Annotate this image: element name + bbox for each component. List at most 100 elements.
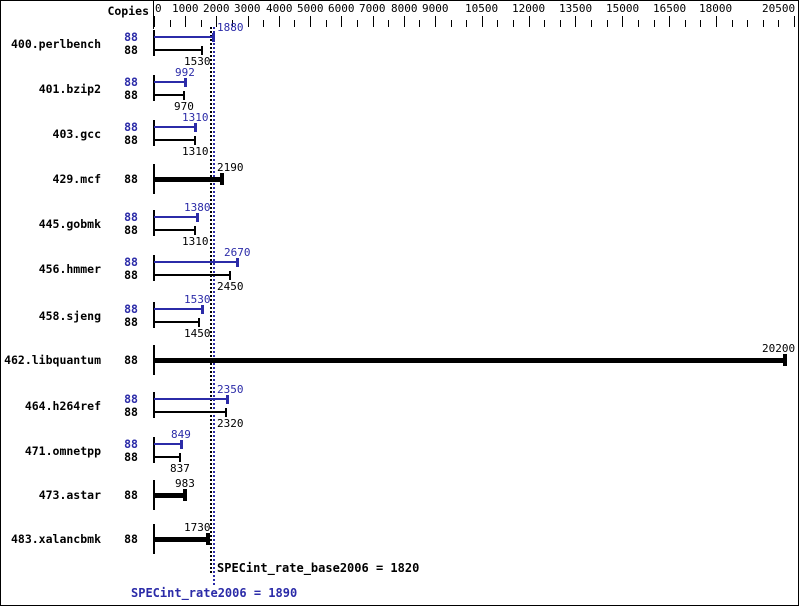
bar-end-cap bbox=[184, 78, 187, 87]
bar-end-cap bbox=[183, 91, 185, 100]
base-bar bbox=[154, 229, 195, 231]
x-axis-major-tick bbox=[373, 16, 374, 27]
bar-baseline bbox=[153, 392, 155, 418]
benchmark-label: 471.omnetpp bbox=[24, 444, 101, 458]
x-axis-tick-label: 15000 bbox=[606, 2, 640, 15]
x-axis-minor-tick bbox=[451, 20, 452, 27]
base-value-label: 970 bbox=[174, 100, 194, 113]
bar-end-cap bbox=[229, 271, 231, 280]
x-axis-tick-label: 0 bbox=[155, 2, 162, 15]
copies-value: 88 bbox=[124, 450, 138, 464]
copies-value: 88 bbox=[124, 353, 138, 367]
copies-value: 88 bbox=[124, 223, 138, 237]
bar-end-cap bbox=[201, 46, 203, 55]
copies-value: 88 bbox=[124, 75, 138, 89]
bold-value-label: 20200 bbox=[762, 342, 796, 355]
bar-baseline bbox=[153, 302, 155, 328]
peak-value-label: 992 bbox=[175, 66, 195, 79]
x-axis-minor-tick bbox=[700, 20, 701, 27]
x-axis-minor-tick bbox=[685, 20, 686, 27]
base-bar bbox=[154, 94, 184, 96]
peak-value-label: 1310 bbox=[182, 111, 209, 124]
bold-bar bbox=[154, 493, 185, 498]
x-axis-major-tick bbox=[341, 16, 342, 27]
base-bar bbox=[154, 456, 180, 458]
base-bar bbox=[154, 139, 195, 141]
x-axis-minor-tick bbox=[638, 20, 639, 27]
x-axis-tick-label: 4000 bbox=[266, 2, 293, 15]
copies-value: 88 bbox=[124, 392, 138, 406]
x-axis-major-tick bbox=[794, 16, 795, 27]
x-axis-tick-label: 8000 bbox=[391, 2, 418, 15]
bar-end-cap bbox=[206, 533, 210, 545]
peak-bar bbox=[154, 443, 181, 445]
base-value-label: 2320 bbox=[217, 417, 244, 430]
peak-value-label: 1380 bbox=[184, 201, 211, 214]
x-axis-tick-label: 1000 bbox=[172, 2, 199, 15]
x-axis-major-tick bbox=[404, 16, 405, 27]
x-axis-major-tick bbox=[482, 16, 483, 27]
bold-value-label: 1730 bbox=[184, 521, 211, 534]
base-value-label: 2450 bbox=[217, 280, 244, 293]
bar-end-cap bbox=[194, 226, 196, 235]
x-axis-minor-tick bbox=[357, 20, 358, 27]
bold-bar bbox=[154, 358, 785, 363]
x-axis-tick-label: 9000 bbox=[422, 2, 449, 15]
x-axis-minor-tick bbox=[763, 20, 764, 27]
bar-end-cap bbox=[212, 33, 215, 42]
x-axis-major-tick bbox=[216, 16, 217, 27]
x-axis-tick-label: 3000 bbox=[234, 2, 261, 15]
x-axis-major-tick bbox=[435, 16, 436, 27]
base-value-label: 1450 bbox=[184, 327, 211, 340]
x-axis-minor-tick bbox=[294, 20, 295, 27]
copies-value: 88 bbox=[124, 405, 138, 419]
x-axis-minor-tick bbox=[747, 20, 748, 27]
bar-baseline bbox=[153, 30, 155, 56]
benchmark-label: 456.hmmer bbox=[38, 262, 101, 276]
peak-bar bbox=[154, 308, 202, 310]
benchmark-label: 483.xalancbmk bbox=[10, 532, 101, 546]
peak-bar bbox=[154, 81, 185, 83]
benchmark-label: 464.h264ref bbox=[24, 399, 101, 413]
x-axis-minor-tick bbox=[201, 20, 202, 27]
bar-end-cap bbox=[226, 395, 229, 404]
axis-left-boundary-line bbox=[153, 1, 154, 29]
x-axis-tick-label: 6000 bbox=[328, 2, 355, 15]
x-axis-minor-tick bbox=[732, 20, 733, 27]
peak-reference-line bbox=[213, 27, 215, 585]
base-bar bbox=[154, 274, 230, 276]
x-axis-tick-label: 7000 bbox=[359, 2, 386, 15]
base-value-label: 1310 bbox=[182, 145, 209, 158]
base-bar bbox=[154, 49, 202, 51]
copies-value: 88 bbox=[124, 437, 138, 451]
x-axis-major-tick bbox=[622, 16, 623, 27]
bar-end-cap bbox=[236, 258, 239, 267]
x-axis-major-tick bbox=[575, 16, 576, 27]
copies-column-header: Copies bbox=[107, 4, 149, 18]
peak-bar bbox=[154, 398, 227, 400]
bar-end-cap bbox=[179, 453, 181, 462]
x-axis-major-tick bbox=[669, 16, 670, 27]
base-value-label: 1530 bbox=[184, 55, 211, 68]
base-reference-line bbox=[210, 27, 212, 575]
x-axis-minor-tick bbox=[326, 20, 327, 27]
copies-value: 88 bbox=[124, 120, 138, 134]
copies-value: 88 bbox=[124, 268, 138, 282]
copies-value: 88 bbox=[124, 172, 138, 186]
bold-bar bbox=[154, 177, 222, 182]
x-axis-minor-tick bbox=[778, 20, 779, 27]
bar-baseline bbox=[153, 120, 155, 146]
bar-end-cap bbox=[198, 318, 200, 327]
copies-value: 88 bbox=[124, 302, 138, 316]
x-axis-minor-tick bbox=[170, 20, 171, 27]
x-axis-tick-label: 2000 bbox=[203, 2, 230, 15]
x-axis-tick-label: 10500 bbox=[465, 2, 499, 15]
benchmark-label: 462.libquantum bbox=[4, 353, 101, 367]
bar-end-cap bbox=[183, 489, 187, 501]
x-axis-minor-tick bbox=[497, 20, 498, 27]
copies-value: 88 bbox=[124, 210, 138, 224]
base-rate-summary: SPECint_rate_base2006 = 1820 bbox=[217, 561, 420, 575]
x-axis-minor-tick bbox=[544, 20, 545, 27]
bar-baseline bbox=[153, 210, 155, 236]
